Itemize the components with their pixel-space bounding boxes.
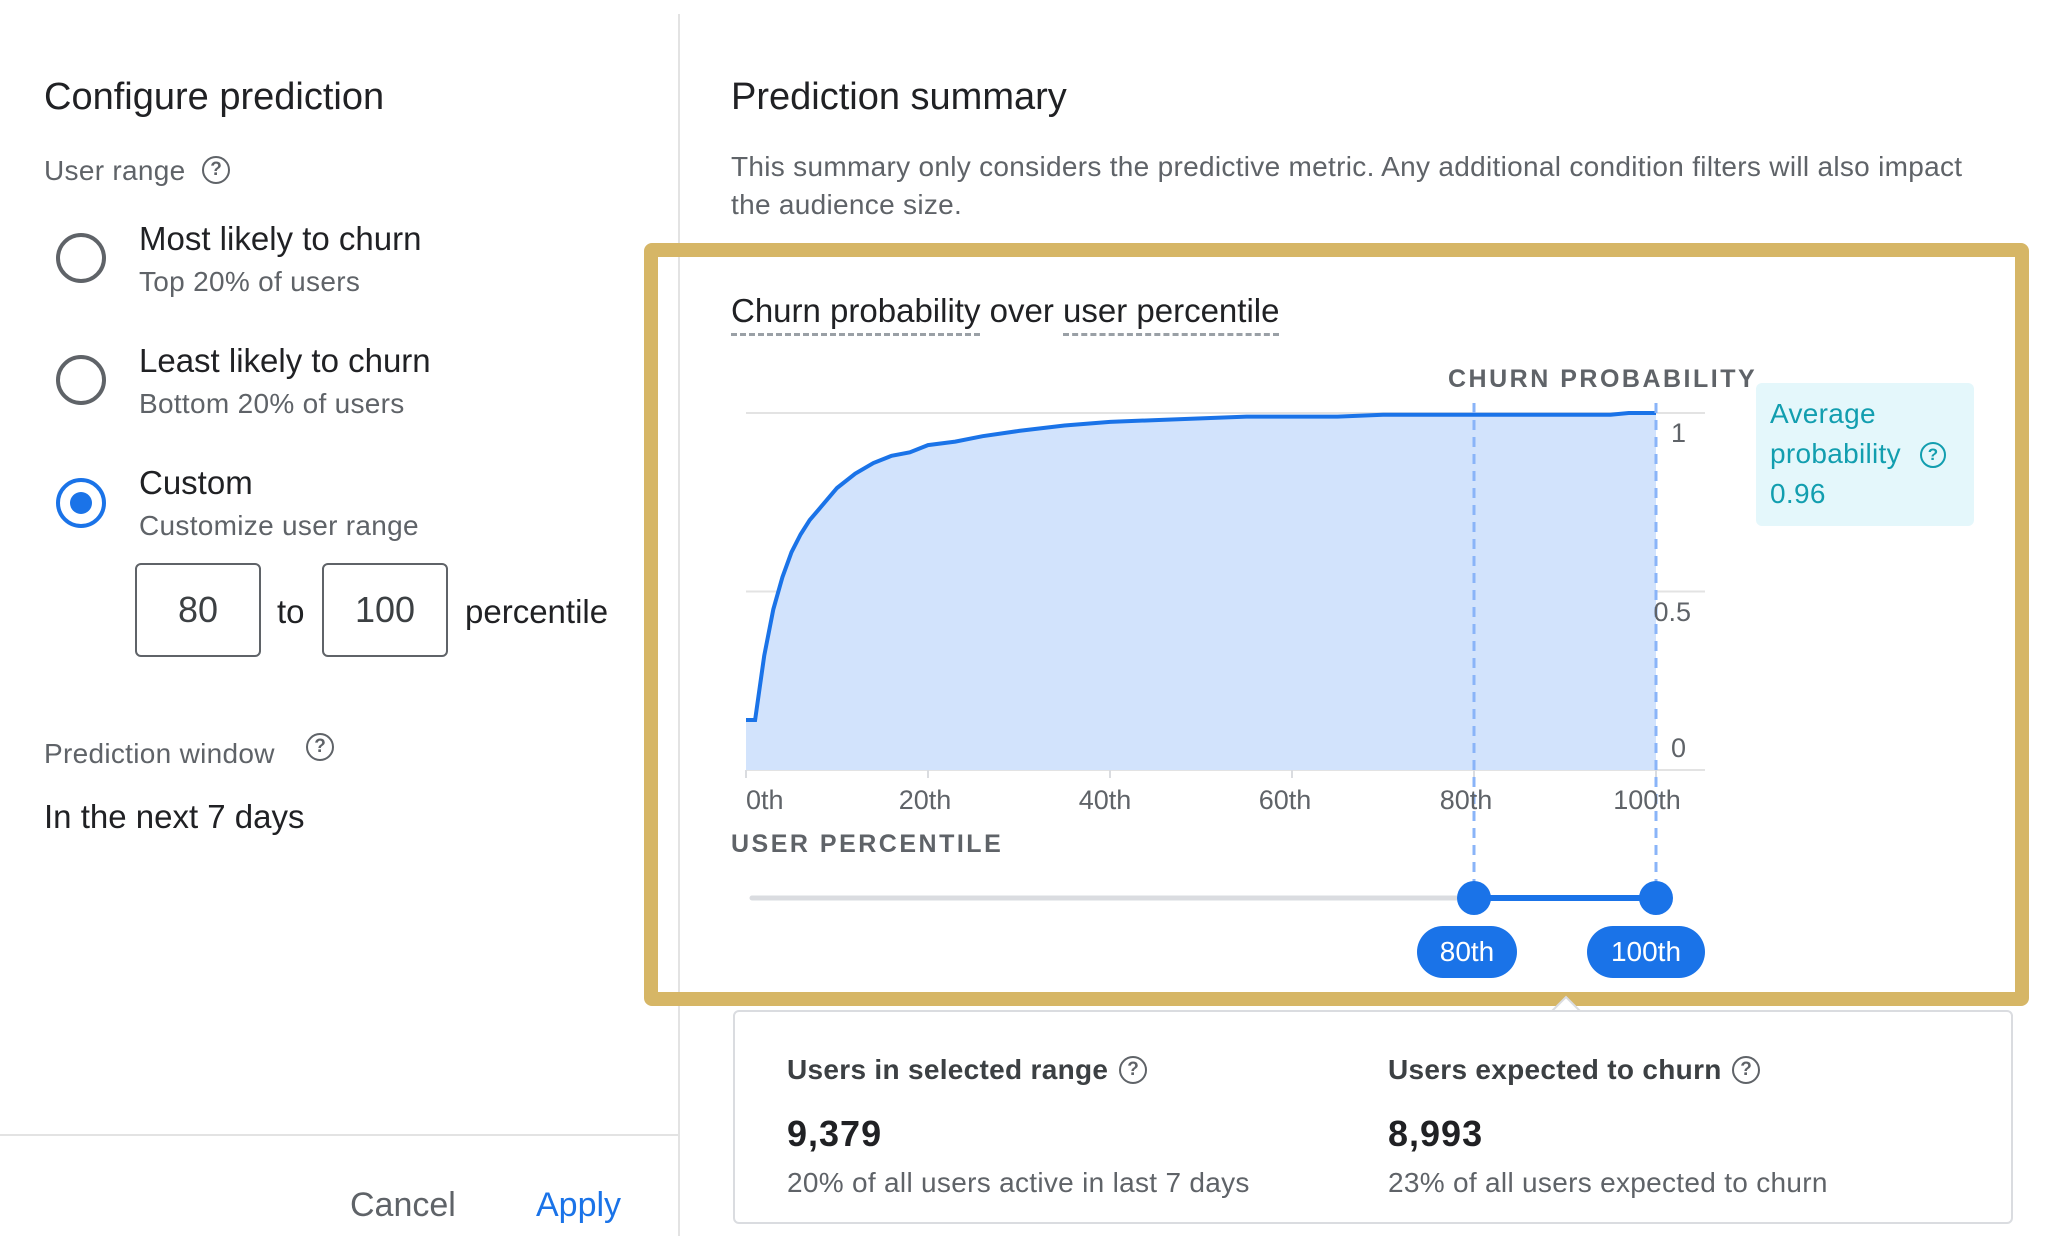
prediction-window-label: Prediction window — [44, 738, 275, 769]
radio-most-likely[interactable] — [56, 233, 106, 283]
y-tick-label: 1 — [1671, 418, 1687, 448]
option-subtitle: Top 20% of users — [139, 266, 361, 297]
y-axis-label: CHURN PROBABILITY — [1448, 365, 1758, 393]
chart-line — [746, 411, 1656, 722]
stat-value: 8,993 — [1388, 1113, 1484, 1154]
x-tick-label: 40th — [1078, 785, 1132, 815]
card-pointer — [1551, 995, 1581, 1012]
chart-area-fill — [746, 413, 1656, 770]
to-label: to — [277, 593, 305, 630]
stat-subtext: 20% of all users active in last 7 days — [787, 1167, 1250, 1198]
stat-subtext: 23% of all users expected to churn — [1388, 1167, 1828, 1198]
stat-label: Users in selected range — [787, 1054, 1109, 1085]
chart-title-dimension[interactable]: user percentile — [1063, 292, 1280, 336]
average-probability-card: Average probability ? 0.96 — [1756, 383, 1974, 526]
x-tick-label: 0th — [746, 785, 784, 815]
x-tick-label: 20th — [898, 785, 952, 815]
help-circle-icon[interactable]: ? — [1732, 1056, 1760, 1084]
range-slider — [749, 881, 1673, 1012]
x-tick-label: 100th — [1613, 785, 1681, 815]
radio-selected-dot — [70, 492, 92, 514]
option-title: Least likely to churn — [139, 342, 431, 379]
help-circle-icon[interactable]: ? — [1920, 442, 1946, 468]
x-tick-label: 60th — [1258, 785, 1312, 815]
y-tick-label: 0.5 — [1653, 597, 1691, 627]
average-label: probability — [1770, 438, 1901, 469]
y-tick-label: 0 — [1671, 733, 1687, 763]
percentile-label: percentile — [465, 593, 609, 630]
summary-description: This summary only considers the predicti… — [731, 151, 1963, 220]
panel-divider — [678, 14, 680, 1236]
help-circle-icon[interactable]: ? — [202, 156, 230, 184]
radio-custom[interactable] — [56, 478, 106, 528]
stat-label: Users expected to churn — [1388, 1054, 1722, 1085]
option-title: Most likely to churn — [139, 220, 422, 257]
average-label: Average — [1770, 398, 1876, 429]
selected-range-markers — [1472, 403, 1658, 895]
chart-title-over: over — [989, 292, 1054, 329]
highlight-frame — [644, 243, 2029, 1006]
stat-value: 9,379 — [787, 1113, 883, 1154]
option-subtitle: Bottom 20% of users — [139, 388, 405, 419]
chart-title-metric[interactable]: Churn probability — [731, 292, 981, 336]
cancel-button[interactable]: Cancel — [350, 1186, 456, 1224]
footer-divider — [0, 1134, 678, 1136]
slider-high-label: 100th — [1587, 926, 1705, 978]
range-to-input[interactable] — [322, 563, 448, 657]
option-subtitle: Customize user range — [139, 510, 419, 541]
summary-title: Prediction summary — [731, 76, 1067, 118]
help-circle-icon[interactable]: ? — [1119, 1056, 1147, 1084]
apply-button[interactable]: Apply — [536, 1186, 622, 1224]
help-circle-icon[interactable]: ? — [306, 733, 334, 761]
radio-least-likely[interactable] — [56, 355, 106, 405]
range-from-input[interactable] — [135, 563, 261, 657]
average-value: 0.96 — [1770, 478, 1826, 509]
option-title: Custom — [139, 464, 253, 501]
user-range-label: User range — [44, 155, 186, 186]
prediction-window-value: In the next 7 days — [44, 798, 305, 835]
slider-low-handle[interactable] — [1457, 881, 1491, 915]
x-axis-label: USER PERCENTILE — [731, 830, 1004, 858]
slider-high-handle[interactable] — [1639, 881, 1673, 915]
x-tick-label: 80th — [1439, 785, 1493, 815]
stats-card: Users in selected range ? 9,379 20% of a… — [733, 1010, 2013, 1224]
configure-title: Configure prediction — [44, 76, 385, 118]
slider-low-label: 80th — [1417, 926, 1517, 978]
chart-title: Churn probability over user percentile — [731, 292, 1280, 336]
